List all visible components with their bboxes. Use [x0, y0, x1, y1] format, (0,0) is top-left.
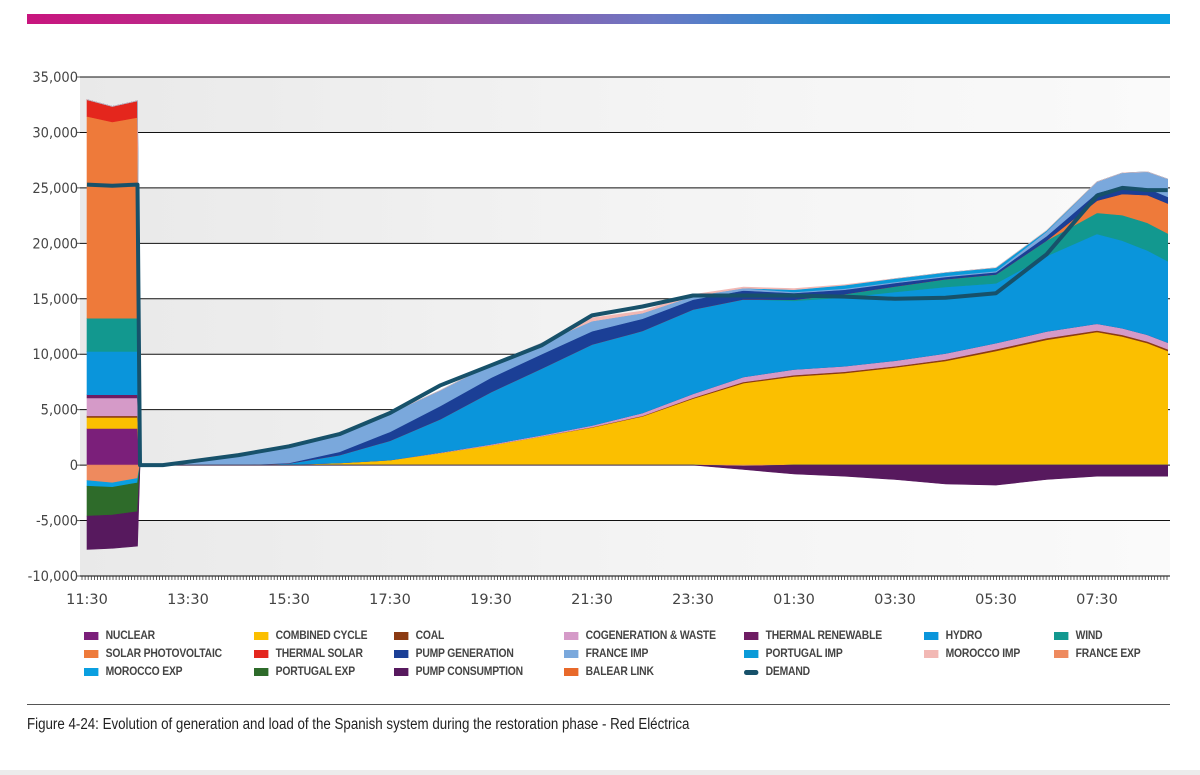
legend-swatch	[394, 650, 409, 658]
y-tick-label: 0	[70, 458, 78, 474]
legend-swatch	[744, 632, 759, 640]
x-tick-label: 03:30	[874, 592, 916, 608]
legend-label: MOROCCO IMP	[945, 648, 1021, 660]
legend-label: PORTUGAL EXP	[275, 666, 355, 678]
legend-item: PORTUGAL EXP	[254, 666, 355, 678]
legend-swatch	[84, 632, 99, 640]
legend-item: DEMAND	[744, 666, 810, 678]
generation-load-chart: 11:30 13:30 15:30 17:30 19:30 21:30 23:30 01:30…	[28, 70, 1170, 608]
legend-label: BALEAR LINK	[585, 666, 654, 678]
y-tick-label: 30,000	[32, 125, 78, 141]
legend-item: PUMP GENERATION	[394, 648, 514, 660]
legend-swatch	[924, 650, 939, 658]
legend-item: THERMAL RENEWABLE	[744, 630, 882, 642]
legend-item: PUMP CONSUMPTION	[394, 666, 523, 678]
legend-label: THERMAL SOLAR	[275, 648, 363, 660]
legend-item: THERMAL SOLAR	[254, 648, 363, 660]
x-tick-label: 01:30	[773, 592, 815, 608]
legend-item: FRANCE IMP	[564, 648, 648, 660]
legend-item: FRANCE EXP	[1054, 648, 1141, 660]
legend-item: WIND	[1054, 630, 1103, 642]
legend-swatch	[394, 668, 409, 676]
x-tick-label: 07:30	[1076, 592, 1118, 608]
x-tick-label: 23:30	[672, 592, 714, 608]
legend-item: COAL	[394, 630, 444, 642]
y-tick-label: 10,000	[32, 347, 78, 363]
legend-item: HYDRO	[924, 630, 982, 642]
legend-label: COGENERATION & WASTE	[585, 630, 716, 642]
demand-line	[86, 182, 1168, 468]
y-tick-label: -5,000	[36, 514, 78, 530]
demand-layer	[86, 182, 1168, 468]
header-gradient-bar	[27, 14, 1170, 24]
x-tick-label: 19:30	[470, 592, 512, 608]
legend-swatch	[924, 632, 939, 640]
legend-label: FRANCE EXP	[1075, 648, 1141, 660]
x-tick-label: 13:30	[167, 592, 209, 608]
legend-item: PORTUGAL IMP	[744, 648, 843, 660]
legend-swatch	[744, 650, 759, 658]
legend-item: MOROCCO IMP	[924, 648, 1020, 660]
x-tick-label: 15:30	[268, 592, 310, 608]
legend-swatch	[254, 668, 269, 676]
legend-item: MOROCCO EXP	[84, 666, 183, 678]
legend-item: COMBINED CYCLE	[254, 630, 368, 642]
y-tick-label: 35,000	[32, 70, 78, 86]
figure-caption: Figure 4-24: Evolution of generation and…	[27, 716, 690, 733]
y-tick-label: 15,000	[32, 292, 78, 308]
caption-divider	[27, 704, 1170, 705]
legend-label: HYDRO	[945, 630, 983, 642]
legend-swatch	[564, 632, 579, 640]
y-tick-label: 25,000	[32, 181, 78, 197]
legend-item: BALEAR LINK	[564, 666, 654, 678]
legend-label: THERMAL RENEWABLE	[765, 630, 883, 642]
y-tick-label: 5,000	[41, 403, 78, 419]
bottom-strip	[0, 770, 1200, 775]
legend-swatch	[394, 632, 409, 640]
legend-label: COMBINED CYCLE	[275, 630, 368, 642]
legend-item: NUCLEAR	[84, 630, 155, 642]
legend-label: DEMAND	[765, 666, 811, 678]
y-axis: 35,000 30,000 25,000 20,000 15,000 10,000 5,00…	[28, 70, 80, 585]
y-tick-label: 20,000	[32, 236, 78, 252]
legend-label: COAL	[415, 630, 445, 642]
legend-swatch	[254, 650, 269, 658]
legend-swatch	[84, 668, 99, 676]
legend-item: SOLAR PHOTOVOLTAIC	[84, 648, 222, 660]
legend-label: NUCLEAR	[105, 630, 156, 642]
legend-label: PUMP GENERATION	[415, 648, 514, 660]
legend-swatch	[1054, 632, 1069, 640]
legend-label: PUMP CONSUMPTION	[415, 666, 524, 678]
legend-swatch	[744, 669, 759, 675]
legend-swatch	[564, 650, 579, 658]
x-tick-label: 17:30	[369, 592, 411, 608]
x-axis: 11:30 13:30 15:30 17:30 19:30 21:30 23:30 01:30…	[66, 575, 1170, 608]
legend-label: PORTUGAL IMP	[765, 648, 843, 660]
background-band	[80, 520, 1170, 576]
x-tick-label: 11:30	[66, 592, 108, 608]
legend-label: FRANCE IMP	[585, 648, 649, 660]
background-band	[80, 187, 1170, 244]
legend-label: MOROCCO EXP	[105, 666, 183, 678]
legend-label: WIND	[1075, 630, 1103, 642]
area-pump-consumption	[86, 464, 1168, 550]
legend-swatch	[564, 668, 579, 676]
legend-label: SOLAR PHOTOVOLTAIC	[105, 648, 223, 660]
legend-swatch	[1054, 650, 1069, 658]
legend-item: COGENERATION & WASTE	[564, 630, 716, 642]
legend-swatch	[254, 632, 269, 640]
background-band	[80, 77, 1170, 133]
x-tick-label: 21:30	[571, 592, 613, 608]
x-tick-label: 05:30	[975, 592, 1017, 608]
y-tick-label: -10,000	[28, 569, 78, 585]
legend-swatch	[84, 650, 99, 658]
